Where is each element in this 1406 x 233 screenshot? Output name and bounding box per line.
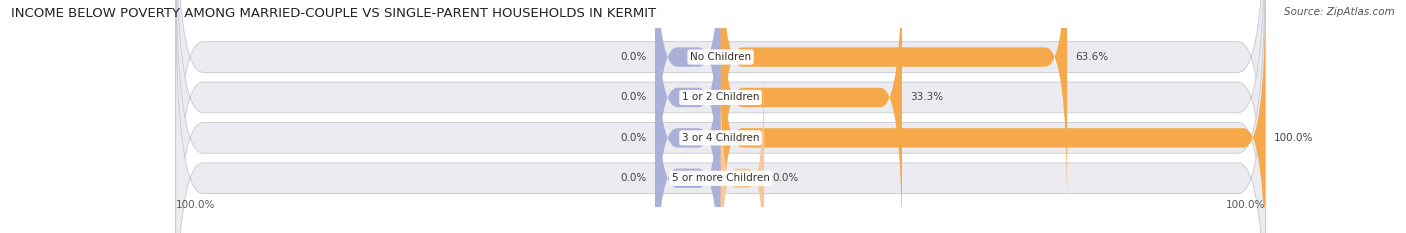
Text: INCOME BELOW POVERTY AMONG MARRIED-COUPLE VS SINGLE-PARENT HOUSEHOLDS IN KERMIT: INCOME BELOW POVERTY AMONG MARRIED-COUPL… bbox=[11, 7, 657, 20]
Text: 0.0%: 0.0% bbox=[772, 173, 799, 183]
Text: 0.0%: 0.0% bbox=[621, 173, 647, 183]
FancyBboxPatch shape bbox=[655, 26, 721, 233]
FancyBboxPatch shape bbox=[721, 67, 765, 233]
Text: 5 or more Children: 5 or more Children bbox=[672, 173, 769, 183]
FancyBboxPatch shape bbox=[655, 0, 721, 233]
Text: 100.0%: 100.0% bbox=[176, 199, 215, 209]
FancyBboxPatch shape bbox=[721, 0, 1067, 209]
Text: 100.0%: 100.0% bbox=[1226, 199, 1265, 209]
Text: 33.3%: 33.3% bbox=[910, 93, 943, 103]
Text: No Children: No Children bbox=[690, 52, 751, 62]
FancyBboxPatch shape bbox=[721, 0, 903, 233]
FancyBboxPatch shape bbox=[176, 0, 1265, 233]
FancyBboxPatch shape bbox=[176, 0, 1265, 233]
FancyBboxPatch shape bbox=[655, 0, 721, 209]
FancyBboxPatch shape bbox=[655, 0, 721, 233]
Text: 63.6%: 63.6% bbox=[1076, 52, 1108, 62]
Text: 100.0%: 100.0% bbox=[1274, 133, 1313, 143]
Text: 1 or 2 Children: 1 or 2 Children bbox=[682, 93, 759, 103]
FancyBboxPatch shape bbox=[176, 0, 1265, 233]
Text: 0.0%: 0.0% bbox=[621, 52, 647, 62]
Text: Source: ZipAtlas.com: Source: ZipAtlas.com bbox=[1284, 7, 1395, 17]
FancyBboxPatch shape bbox=[176, 0, 1265, 233]
FancyBboxPatch shape bbox=[721, 0, 1265, 233]
Text: 0.0%: 0.0% bbox=[621, 93, 647, 103]
Text: 3 or 4 Children: 3 or 4 Children bbox=[682, 133, 759, 143]
Text: 0.0%: 0.0% bbox=[621, 133, 647, 143]
